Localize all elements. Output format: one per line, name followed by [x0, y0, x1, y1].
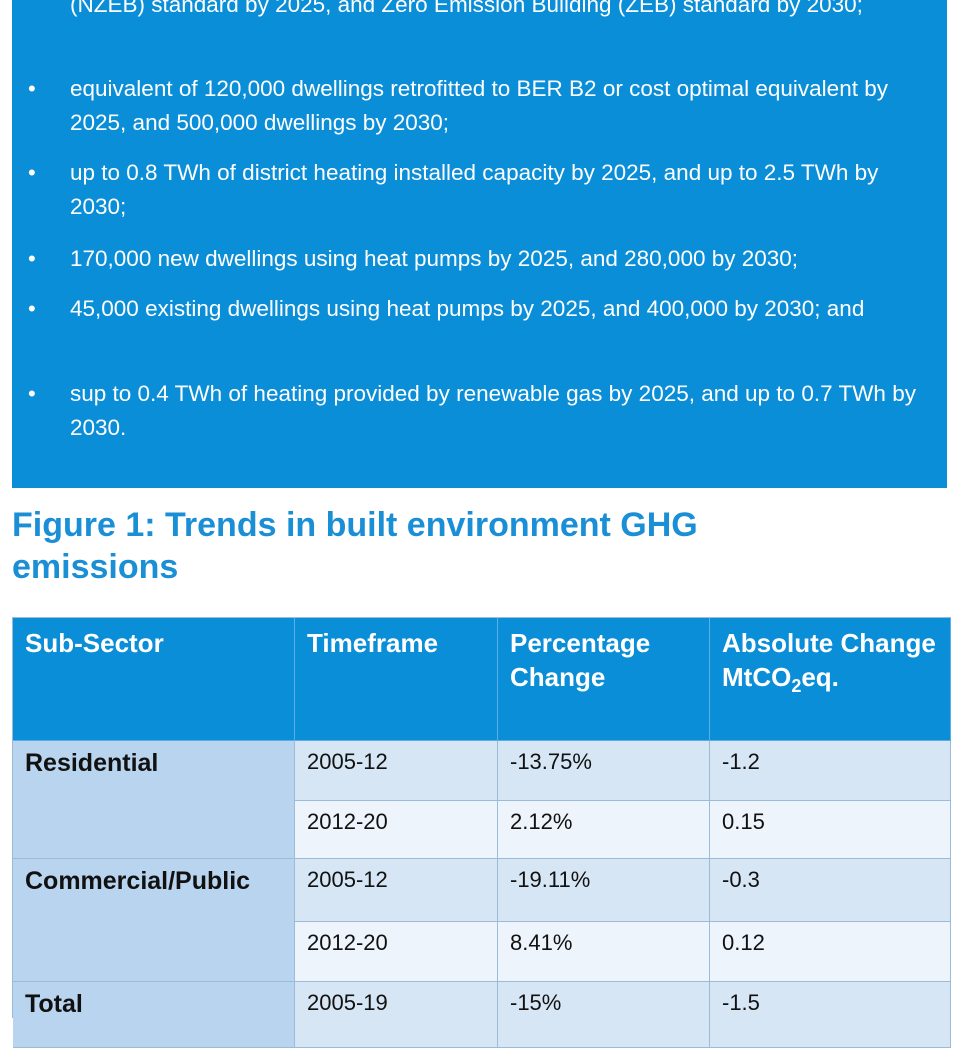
header-cell: Absolute Change MtCO2eq. [710, 618, 951, 741]
row-label: Residential [13, 741, 295, 859]
table-cell: -13.75% [498, 741, 710, 801]
table-cell: 0.15 [710, 801, 951, 859]
row-label: Commercial/Public [13, 859, 295, 982]
table-cell: 2012-20 [295, 922, 498, 982]
table-cell: 2005-19 [295, 982, 498, 1048]
table-cell: -15% [498, 982, 710, 1048]
table-cell: 2012-20 [295, 801, 498, 859]
table-cell: 8.41% [498, 922, 710, 982]
table-cell: 2.12% [498, 801, 710, 859]
bullet: • [28, 160, 36, 185]
bullet: • [28, 296, 36, 321]
subscript: 2 [791, 676, 802, 697]
header-text: Absolute Change MtCO [722, 628, 936, 692]
table-cell: 0.12 [710, 922, 951, 982]
bullet: • [28, 246, 36, 271]
list-item: 45,000 existing dwellings using heat pum… [70, 296, 865, 321]
table-cell: 2005-12 [295, 859, 498, 922]
table-cell: -1.2 [710, 741, 951, 801]
list-item: sup to 0.4 TWh of heating provided by re… [70, 381, 916, 440]
bullet: • [28, 76, 36, 101]
header-cell: Percentage Change [498, 618, 710, 741]
table: Sub-Sector Timeframe Percentage Change Abso… [12, 617, 951, 1048]
row-label: Total [13, 982, 295, 1048]
list-item: up to 0.8 TWh of district heating instal… [70, 160, 879, 219]
header-text: eq. [801, 662, 839, 692]
figure-title: Figure 1: Trends in built environment GH… [12, 506, 698, 586]
bullet: • [28, 381, 36, 406]
table-cell: -1.5 [710, 982, 951, 1048]
highlight-box [12, 0, 947, 488]
header-cell: Sub-Sector [13, 618, 295, 741]
table-cell: -0.3 [710, 859, 951, 922]
list-item: 170,000 new dwellings using heat pumps b… [70, 246, 799, 271]
table-cell: 2005-12 [295, 741, 498, 801]
table-cell: -19.11% [498, 859, 710, 922]
list-item: (NZEB) standard by 2025, and Zero Emissi… [70, 0, 863, 17]
list-item: equivalent of 120,000 dwellings retrofit… [70, 76, 888, 135]
page: {"box":{"items":[ "(NZEB) standard by 20… [12, 0, 951, 1048]
header-cell: Timeframe [295, 618, 498, 741]
